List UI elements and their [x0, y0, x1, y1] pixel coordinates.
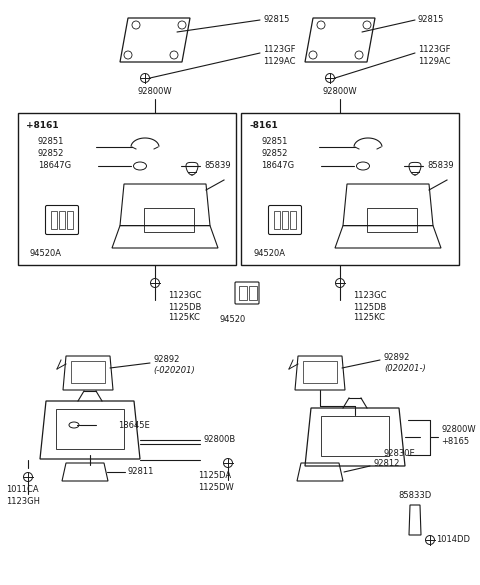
- Bar: [241, 113, 459, 265]
- Bar: [303, 361, 337, 383]
- Text: 1011CA: 1011CA: [6, 486, 38, 494]
- Text: 1125KC: 1125KC: [353, 314, 385, 322]
- Text: 92800W: 92800W: [323, 88, 357, 97]
- Text: 92851: 92851: [261, 137, 288, 146]
- Bar: [67, 211, 73, 229]
- Text: 92892: 92892: [153, 356, 180, 364]
- Text: 94520: 94520: [220, 315, 246, 325]
- Text: 1123GF: 1123GF: [418, 46, 451, 54]
- Bar: [274, 211, 280, 229]
- Text: 92851: 92851: [38, 137, 64, 146]
- Text: 85839: 85839: [427, 161, 454, 170]
- Text: 1123GC: 1123GC: [353, 291, 386, 301]
- Text: 1125DW: 1125DW: [198, 483, 234, 491]
- Text: 85833D: 85833D: [398, 490, 431, 500]
- Text: (020201-): (020201-): [384, 363, 426, 373]
- Text: -8161: -8161: [249, 122, 278, 130]
- Text: 1014DD: 1014DD: [436, 535, 470, 545]
- Text: 94520A: 94520A: [30, 249, 62, 259]
- Bar: [249, 286, 257, 300]
- Bar: [239, 286, 247, 300]
- Bar: [367, 208, 417, 232]
- Text: +8165: +8165: [441, 436, 469, 446]
- Text: 85839: 85839: [204, 161, 230, 170]
- Text: 92892: 92892: [384, 353, 410, 362]
- Text: 92800B: 92800B: [204, 435, 236, 445]
- Text: (-020201): (-020201): [153, 366, 195, 376]
- Text: 1123GC: 1123GC: [168, 291, 202, 301]
- Text: 92852: 92852: [261, 149, 288, 157]
- Text: 1125KC: 1125KC: [168, 314, 200, 322]
- Bar: [71, 361, 105, 383]
- Text: 18645E: 18645E: [118, 421, 150, 429]
- Text: 92800W: 92800W: [138, 88, 172, 97]
- Text: 92830E: 92830E: [384, 449, 416, 457]
- Text: 1129AC: 1129AC: [263, 57, 296, 66]
- Bar: [282, 211, 288, 229]
- Bar: [290, 211, 296, 229]
- Text: 92811: 92811: [128, 467, 155, 477]
- Text: 18647G: 18647G: [38, 161, 71, 170]
- Text: 1125DA: 1125DA: [198, 472, 231, 480]
- Text: 1123GF: 1123GF: [263, 46, 296, 54]
- Bar: [59, 211, 65, 229]
- Text: 1123GH: 1123GH: [6, 497, 40, 505]
- Text: 92815: 92815: [418, 15, 444, 25]
- Text: 92852: 92852: [38, 149, 64, 157]
- Text: 92800W: 92800W: [441, 425, 476, 435]
- Bar: [18, 113, 236, 265]
- Bar: [144, 208, 194, 232]
- Text: 92815: 92815: [263, 15, 289, 25]
- Text: 94520A: 94520A: [253, 249, 285, 259]
- Text: 92812: 92812: [373, 459, 399, 467]
- Text: +8161: +8161: [26, 122, 59, 130]
- Bar: [56, 409, 124, 449]
- Text: 1125DB: 1125DB: [353, 302, 386, 311]
- Bar: [321, 416, 389, 456]
- Text: 1125DB: 1125DB: [168, 302, 202, 311]
- Text: 18647G: 18647G: [261, 161, 294, 170]
- Text: 1129AC: 1129AC: [418, 57, 451, 66]
- Bar: [51, 211, 57, 229]
